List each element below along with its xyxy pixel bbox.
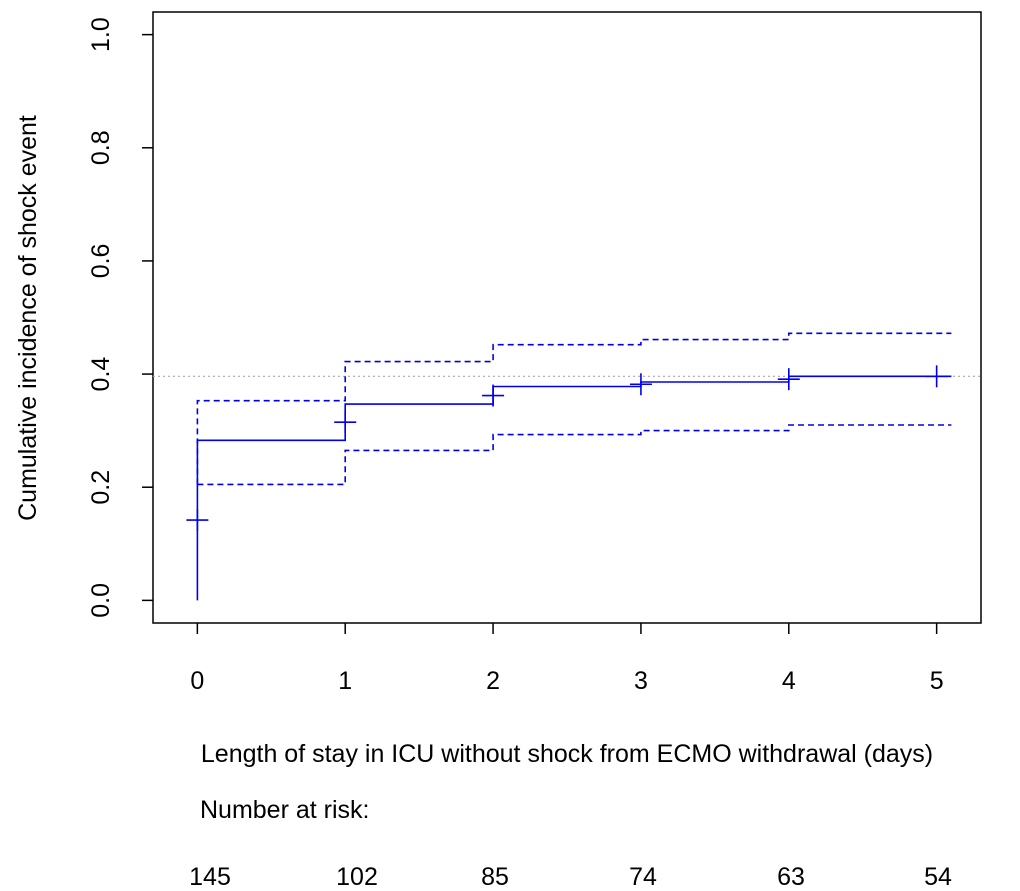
x-tick-label-3: 3: [634, 667, 648, 695]
risk-count-5: 54: [924, 863, 952, 891]
y-tick-label-2: 0.4: [87, 357, 115, 392]
x-tick-label-4: 4: [782, 667, 796, 695]
y-axis: 0.0 0.2 0.4 0.6 0.8 1.0: [87, 17, 153, 618]
y-tick-label-5: 1.0: [87, 17, 115, 52]
risk-count-2: 85: [481, 863, 509, 891]
y-tick-label-3: 0.6: [87, 244, 115, 279]
series-layer: [196, 332, 952, 601]
risk-table-label: Number at risk:: [200, 796, 369, 824]
risk-table: 145 102 85 74 63 54: [189, 863, 952, 891]
risk-count-3: 74: [629, 863, 657, 891]
x-tick-label-5: 5: [930, 667, 944, 695]
censor-marks-layer: [186, 365, 948, 532]
confidence-band-line-1: [196, 332, 952, 485]
confidence-band-line-2: [197, 424, 952, 486]
x-axis: 0 1 2 3 4 5: [190, 623, 944, 695]
risk-count-0: 145: [189, 863, 231, 891]
risk-count-1: 102: [336, 863, 378, 891]
y-tick-label-4: 0.8: [87, 130, 115, 165]
x-tick-label-1: 1: [338, 667, 352, 695]
plot-frame: [152, 11, 982, 624]
y-tick-label-1: 0.2: [87, 470, 115, 505]
risk-count-4: 63: [777, 863, 805, 891]
x-tick-label-2: 2: [486, 667, 500, 695]
x-axis-title: Length of stay in ICU without shock from…: [201, 740, 933, 768]
y-tick-label-0: 0.0: [87, 583, 115, 618]
estimate-line: [196, 375, 952, 601]
x-tick-label-0: 0: [190, 667, 204, 695]
y-axis-title: Cumulative incidence of shock event: [14, 115, 42, 521]
